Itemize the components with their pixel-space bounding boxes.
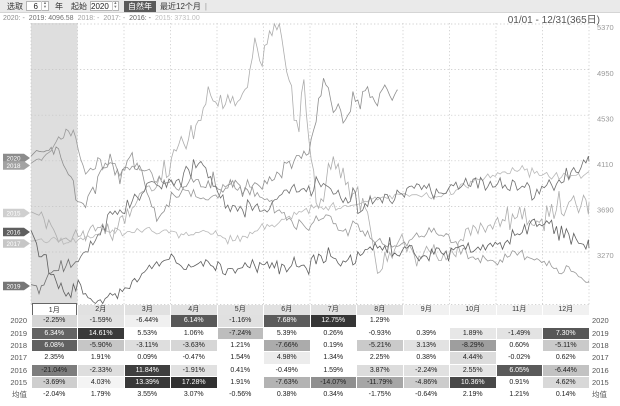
svg-text:2018: 2018 [6,163,21,170]
svg-text:4110: 4110 [597,160,613,169]
svg-text:2019: 2019 [6,284,21,291]
svg-text:5370: 5370 [597,23,614,32]
svg-text:3270: 3270 [597,251,614,260]
svg-text:2016: 2016 [6,230,21,237]
svg-text:2015: 2015 [6,211,21,218]
svg-text:2020: 2020 [6,156,21,163]
svg-text:4530: 4530 [597,114,614,123]
svg-text:3690: 3690 [597,206,614,215]
svg-text:4950: 4950 [597,69,614,78]
svg-text:2017: 2017 [6,241,21,248]
